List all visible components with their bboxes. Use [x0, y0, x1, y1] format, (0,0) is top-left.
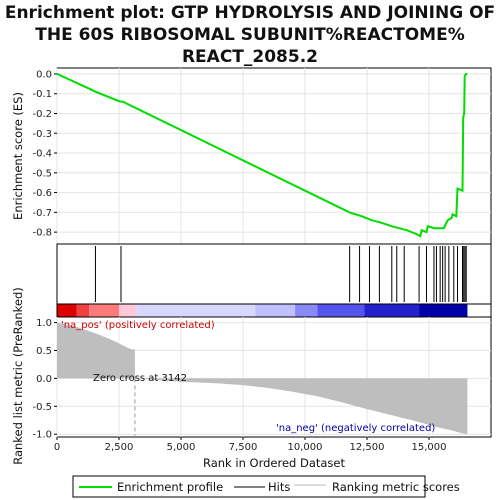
colorbar-segment	[317, 304, 365, 317]
hits-panel	[56, 243, 492, 305]
ranked-list-panel: 1.0 0.5 0.0 -0.5 -1.0 'na_pos' (positively c…	[32, 316, 492, 441]
legend-label-enrichment: Enrichment profile	[117, 480, 223, 494]
zero-cross-label: Zero cross at 3142	[93, 373, 187, 384]
colorbar-segment	[419, 304, 468, 317]
es-panel-frame	[56, 67, 492, 245]
ranked-y-tick-label: 1.0	[36, 318, 52, 329]
colorbar-segment	[255, 304, 296, 317]
x-tick-label: 5,000	[167, 442, 196, 453]
es-gridlines	[56, 68, 491, 244]
ranked-y-ticks: 1.0 0.5 0.0 -0.5 -1.0	[32, 318, 57, 441]
x-axis-ticks: 0 2,500 5,000 7,500 10,000 12,500 15,000	[54, 437, 447, 453]
es-y-tick-label: -0.3	[32, 129, 52, 140]
legend: Enrichment profile Hits Ranking metric s…	[72, 475, 460, 498]
ranked-y-axis-label: Ranked list metric (PreRanked)	[11, 287, 25, 465]
es-y-tick-label: -0.8	[32, 228, 52, 239]
ranked-y-tick-label: -1.0	[32, 430, 52, 441]
es-y-tick-label: -0.4	[32, 149, 52, 160]
es-y-tick-label: -0.6	[32, 188, 52, 199]
hit-marks	[94, 246, 467, 302]
colorbar-segment	[89, 304, 119, 317]
ranked-y-tick-label: 0.0	[36, 374, 52, 385]
x-tick-label: 10,000	[288, 442, 323, 453]
negative-correlation-label: 'na_neg' (negatively correlated)	[276, 423, 435, 434]
x-tick-label: 2,500	[105, 442, 134, 453]
positive-correlation-label: 'na_pos' (positively correlated)	[61, 320, 215, 331]
ranking-colorbar	[57, 304, 468, 317]
es-y-tick-label: 0.0	[36, 69, 52, 80]
enrichment-profile-line	[56, 72, 468, 238]
x-tick-label: 0	[54, 442, 60, 453]
legend-label-ranking: Ranking metric scores	[332, 480, 460, 494]
title-line-1: Enrichment plot: GTP HYDROLYSIS AND JOIN…	[5, 3, 495, 23]
colorbar-segment	[295, 304, 318, 317]
es-y-tick-label: -0.2	[32, 109, 52, 120]
es-y-ticks: 0.0 -0.1 -0.2 -0.3 -0.4 -0.5 -0.6 -0.7 -0.8	[32, 69, 57, 239]
x-tick-label: 7,500	[229, 442, 258, 453]
hits-panel-frame	[56, 243, 492, 305]
ranked-y-tick-label: -0.5	[32, 402, 52, 413]
es-y-axis-label: Enrichment score (ES)	[11, 92, 25, 220]
colorbar-segment	[364, 304, 420, 317]
x-tick-label: 12,500	[350, 442, 385, 453]
legend-label-hits: Hits	[268, 480, 290, 494]
es-y-tick-label: -0.1	[32, 89, 52, 100]
ranked-y-tick-label: 0.5	[36, 346, 52, 357]
title-line-3: REACT_2085.2	[182, 47, 318, 67]
es-y-tick-label: -0.5	[32, 168, 52, 179]
x-tick-label: 15,000	[412, 442, 447, 453]
colorbar-segment	[57, 304, 77, 317]
colorbar-segment	[76, 304, 90, 317]
colorbar-segment	[136, 304, 256, 317]
es-y-tick-label: -0.7	[32, 208, 52, 219]
x-axis-label: Rank in Ordered Dataset	[203, 456, 346, 470]
ranking-metric-area	[57, 322, 468, 435]
es-panel: 0.0 -0.1 -0.2 -0.3 -0.4 -0.5 -0.6 -0.7 -0.8	[32, 67, 492, 245]
title-line-2: THE 60S RIBOSOMAL SUBUNIT%REACTOME%	[35, 25, 464, 45]
colorbar-segment	[119, 304, 137, 317]
